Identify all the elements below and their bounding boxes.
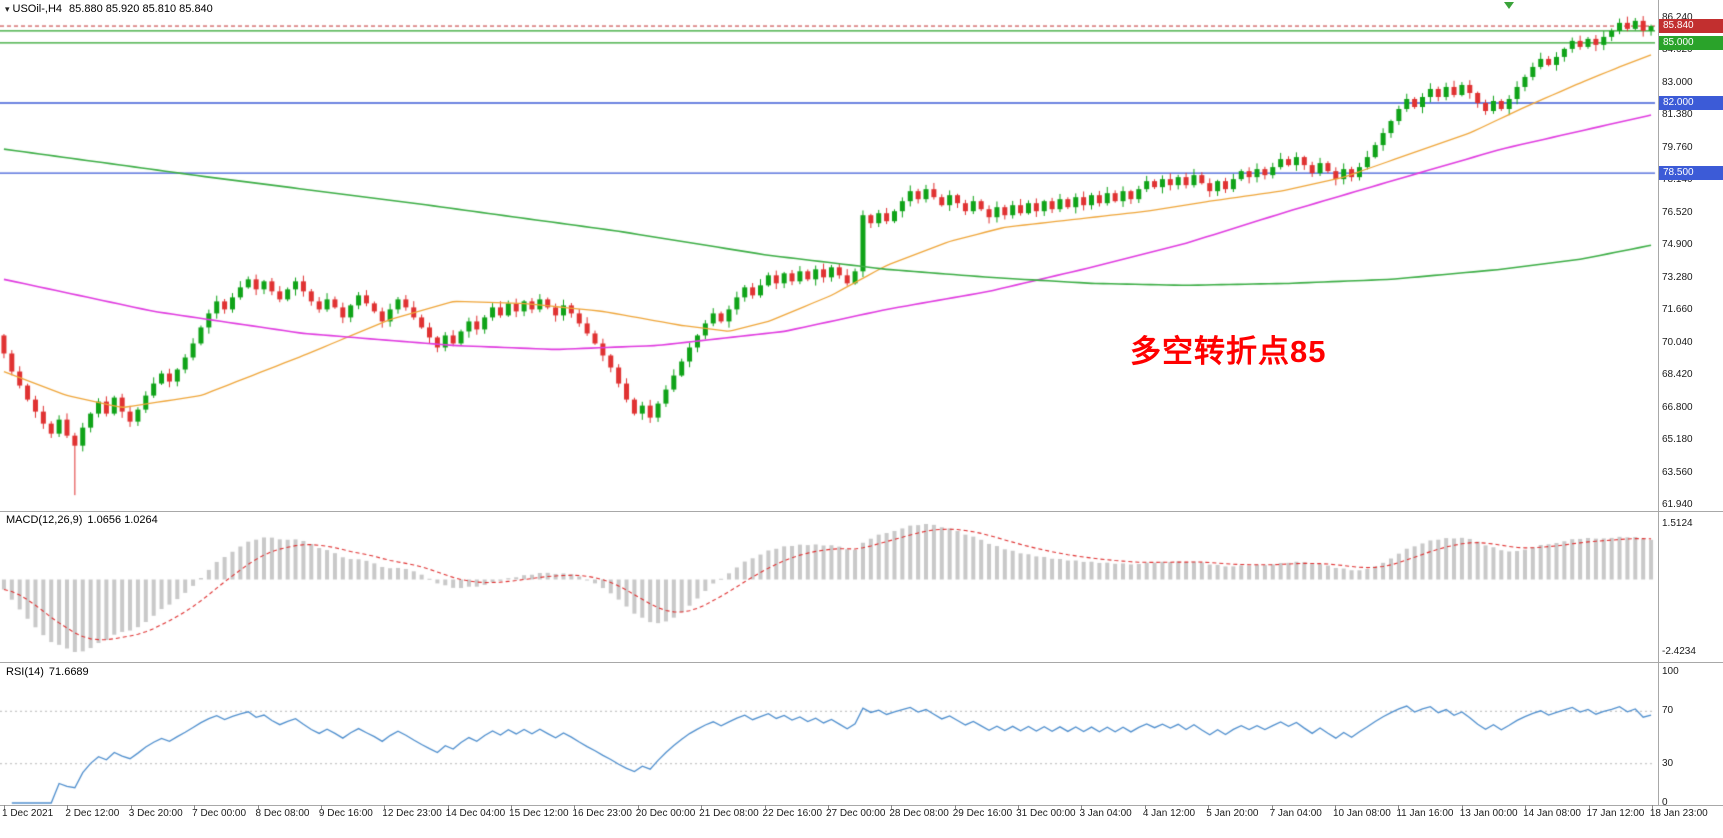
price-line-label: 82.000 — [1659, 96, 1723, 110]
price-axis-label: 61.940 — [1662, 498, 1693, 510]
axis-separator[interactable] — [1658, 0, 1659, 805]
time-tick — [827, 805, 829, 809]
time-tick — [194, 805, 196, 809]
chart-shift-marker-icon[interactable] — [1504, 2, 1514, 9]
price-axis-label: 63.560 — [1662, 466, 1693, 478]
time-tick — [1018, 805, 1020, 809]
rsi-axis-label: 70 — [1662, 705, 1674, 717]
price-axis-label: 74.900 — [1662, 239, 1693, 251]
time-axis-label: 11 Jan 16:00 — [1396, 808, 1454, 819]
price-axis-label: 83.000 — [1662, 76, 1693, 88]
price-axis-label: 65.180 — [1662, 434, 1693, 446]
rsi-values: 71.6689 — [48, 666, 89, 678]
macd-indicator-label[interactable]: MACD(12,26,9) 1.0656 1.0264 — [6, 514, 158, 526]
time-axis-label: 29 Dec 16:00 — [952, 808, 1013, 819]
time-tick — [1144, 805, 1146, 809]
time-axis-label: 7 Dec 00:00 — [192, 808, 247, 819]
time-axis-label: 2 Dec 12:00 — [65, 808, 120, 819]
price-axis-label: 68.420 — [1662, 369, 1693, 381]
rsi-indicator-label[interactable]: RSI(14) 71.6689 — [6, 666, 89, 678]
time-axis-label: 20 Dec 00:00 — [635, 808, 696, 819]
time-axis-label: 3 Dec 20:00 — [128, 808, 183, 819]
time-axis-label: 5 Jan 20:00 — [1206, 808, 1259, 819]
one-click-trading-icon[interactable]: ▾ — [5, 4, 10, 14]
time-tick — [764, 805, 766, 809]
ohlc-values: 85.880 85.920 85.810 85.840 — [69, 3, 213, 15]
time-axis-label: 14 Jan 08:00 — [1523, 808, 1581, 819]
rsi-name: RSI(14) — [6, 666, 44, 678]
price-axis-label: 84.620 — [1662, 44, 1693, 56]
time-axis-label: 17 Jan 12:00 — [1586, 808, 1645, 819]
time-tick — [447, 805, 449, 809]
time-tick — [1081, 805, 1083, 809]
time-tick — [1461, 805, 1463, 809]
time-axis-label: 3 Jan 04:00 — [1079, 808, 1132, 819]
time-axis-label: 21 Dec 08:00 — [699, 808, 759, 819]
time-tick — [67, 805, 69, 809]
price-axis-label: 86.240 — [1662, 12, 1693, 24]
time-tick — [130, 805, 132, 809]
price-axis-label: 76.520 — [1662, 206, 1693, 218]
price-axis-label: 71.660 — [1662, 304, 1693, 316]
price-axis-label: 81.380 — [1662, 109, 1693, 121]
macd-axis-label: -2.4234 — [1662, 646, 1696, 657]
time-tick — [1588, 805, 1590, 809]
time-tick — [1208, 805, 1210, 809]
time-axis-label: 22 Dec 16:00 — [762, 808, 823, 819]
time-tick — [574, 805, 576, 809]
chart-title: ▾ USOil-,H4 85.880 85.920 85.810 85.840 — [5, 3, 213, 15]
time-axis-label: 4 Jan 12:00 — [1142, 808, 1196, 819]
panel-separator[interactable] — [0, 662, 1723, 663]
time-tick — [891, 805, 893, 809]
time-axis-label: 15 Dec 12:00 — [509, 808, 569, 819]
time-axis-label: 12 Dec 23:00 — [382, 808, 442, 819]
time-tick — [511, 805, 513, 809]
time-axis-label: 10 Jan 08:00 — [1332, 808, 1391, 819]
time-axis-label: 28 Dec 08:00 — [889, 808, 949, 819]
price-axis-label: 66.800 — [1662, 401, 1693, 413]
time-tick — [1525, 805, 1527, 809]
panel-separator[interactable] — [0, 511, 1723, 512]
time-tick — [1398, 805, 1400, 809]
macd-name: MACD(12,26,9) — [6, 514, 83, 526]
panel-separator[interactable] — [0, 805, 1723, 806]
time-tick — [701, 805, 703, 809]
time-tick — [1271, 805, 1273, 809]
time-axis-label: 7 Jan 04:00 — [1269, 808, 1322, 819]
bid-price-label: 85.840 — [1659, 19, 1723, 34]
time-axis-label: 16 Dec 23:00 — [572, 808, 632, 819]
time-tick — [320, 805, 322, 809]
time-tick — [1651, 805, 1653, 809]
price-axis-label: 73.280 — [1662, 271, 1693, 283]
macd-axis-label: 1.5124 — [1662, 518, 1693, 529]
symbol-timeframe-label: USOil-,H4 — [12, 3, 63, 15]
time-tick — [637, 805, 639, 809]
time-axis-label: 18 Jan 23:00 — [1649, 808, 1708, 819]
rsi-axis-label: 30 — [1662, 757, 1674, 769]
time-axis-label: 9 Dec 16:00 — [318, 808, 373, 819]
time-tick — [4, 805, 5, 809]
time-tick — [1334, 805, 1336, 809]
time-tick — [384, 805, 386, 809]
price-axis-label: 70.040 — [1662, 336, 1693, 348]
rsi-axis-label: 100 — [1662, 666, 1679, 677]
time-axis-label: 27 Dec 00:00 — [825, 808, 886, 819]
time-axis-label: 14 Dec 04:00 — [445, 808, 506, 819]
annotation-text[interactable]: 多空转折点85 — [1130, 334, 1327, 369]
time-axis-label: 8 Dec 08:00 — [255, 808, 310, 819]
time-axis-label: 1 Dec 2021 — [2, 808, 54, 819]
rsi-axis-label: 0 — [1662, 797, 1668, 808]
time-tick — [257, 805, 259, 809]
macd-values: 1.0656 1.0264 — [87, 514, 158, 526]
price-line-label: 78.500 — [1659, 166, 1723, 181]
time-axis-label: 13 Jan 00:00 — [1459, 808, 1518, 819]
time-axis-label: 31 Dec 00:00 — [1016, 808, 1076, 819]
price-line-label: 85.000 — [1659, 35, 1723, 50]
time-tick — [954, 805, 956, 809]
price-axis-label: 79.760 — [1662, 141, 1693, 153]
